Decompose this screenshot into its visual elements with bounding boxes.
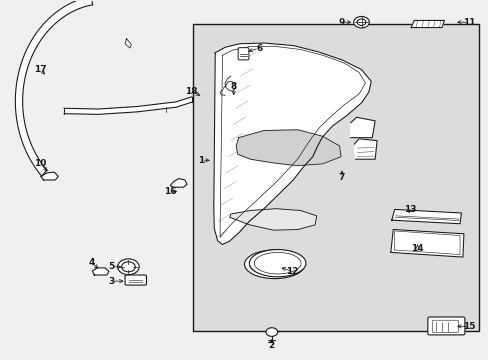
Text: 16: 16 — [164, 187, 176, 196]
Text: 3: 3 — [108, 276, 115, 285]
Text: 9: 9 — [338, 18, 345, 27]
Polygon shape — [64, 97, 191, 114]
Text: 13: 13 — [403, 205, 416, 214]
FancyBboxPatch shape — [351, 130, 361, 136]
Ellipse shape — [265, 328, 277, 336]
Polygon shape — [15, 0, 92, 176]
Text: 14: 14 — [410, 244, 423, 253]
Text: 7: 7 — [338, 173, 345, 182]
Polygon shape — [236, 130, 340, 166]
Polygon shape — [229, 209, 316, 230]
Polygon shape — [41, 172, 58, 180]
Text: 8: 8 — [230, 82, 236, 91]
Polygon shape — [170, 179, 186, 187]
Polygon shape — [390, 229, 463, 257]
Text: 12: 12 — [285, 267, 298, 276]
Polygon shape — [353, 139, 376, 159]
Text: 5: 5 — [108, 262, 115, 271]
Text: 11: 11 — [462, 18, 474, 27]
Ellipse shape — [356, 19, 365, 26]
FancyBboxPatch shape — [361, 130, 371, 136]
Ellipse shape — [244, 250, 305, 279]
Polygon shape — [213, 43, 370, 244]
Ellipse shape — [249, 249, 305, 277]
Ellipse shape — [254, 252, 301, 274]
Ellipse shape — [122, 262, 135, 272]
FancyBboxPatch shape — [427, 317, 464, 335]
Ellipse shape — [353, 17, 368, 28]
Ellipse shape — [249, 253, 300, 276]
Polygon shape — [410, 21, 444, 28]
Text: 4: 4 — [88, 258, 94, 267]
Ellipse shape — [118, 259, 139, 275]
FancyBboxPatch shape — [351, 124, 361, 130]
Text: 15: 15 — [462, 322, 474, 331]
Polygon shape — [391, 210, 461, 224]
Text: 6: 6 — [256, 44, 262, 53]
Polygon shape — [125, 39, 131, 48]
Text: 10: 10 — [35, 159, 47, 168]
Bar — [193, 24, 478, 330]
Text: 18: 18 — [184, 86, 197, 95]
FancyBboxPatch shape — [361, 124, 371, 130]
Text: 17: 17 — [34, 65, 47, 74]
Text: 1: 1 — [198, 156, 204, 165]
FancyBboxPatch shape — [431, 320, 458, 332]
FancyBboxPatch shape — [125, 275, 146, 285]
Polygon shape — [350, 117, 374, 138]
Text: 2: 2 — [267, 341, 274, 350]
Polygon shape — [222, 76, 235, 91]
Polygon shape — [92, 268, 109, 275]
FancyBboxPatch shape — [238, 48, 248, 60]
